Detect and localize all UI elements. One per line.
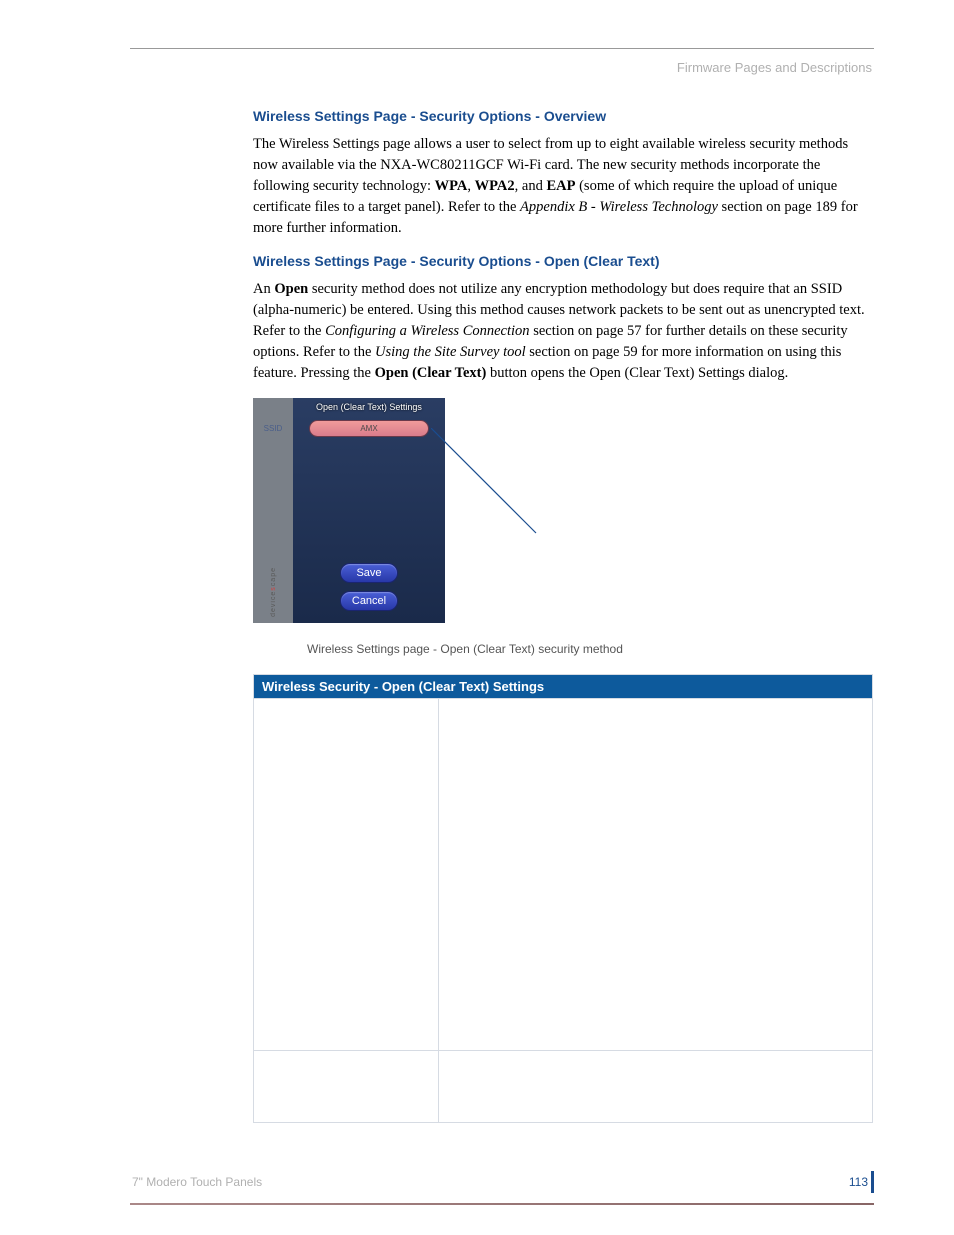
callout-line: [431, 428, 791, 578]
dialog-panel: SSID devicescape Open (Clear Text) Setti…: [253, 398, 445, 623]
paragraph-overview: The Wireless Settings page allows a user…: [253, 134, 873, 239]
heading-overview: Wireless Settings Page - Security Option…: [253, 108, 873, 124]
bottom-rule: [130, 1203, 874, 1205]
text-cfg-ref: Configuring a Wireless Connection: [325, 323, 529, 339]
brand-devicescape: devicescape: [270, 567, 277, 617]
main-content: Wireless Settings Page - Security Option…: [253, 108, 873, 1123]
running-header: Firmware Pages and Descriptions: [677, 60, 872, 75]
document-page: Firmware Pages and Descriptions Wireless…: [0, 0, 954, 1235]
cancel-button[interactable]: Cancel: [340, 591, 398, 611]
table-cell: [439, 699, 873, 1051]
footer-accent-bar: [871, 1171, 874, 1193]
save-button[interactable]: Save: [340, 563, 398, 583]
brand-part: cape: [270, 567, 277, 586]
text-appendix-ref: Appendix B - Wireless Technology: [520, 199, 718, 215]
table-row: [254, 699, 873, 1051]
table-row: [254, 1051, 873, 1123]
text-wpa2: WPA2: [475, 178, 515, 194]
settings-table: Wireless Security - Open (Clear Text) Se…: [253, 674, 873, 1123]
text: ,: [467, 178, 474, 194]
heading-open: Wireless Settings Page - Security Option…: [253, 253, 873, 269]
text-oct-bold: Open (Clear Text): [375, 365, 487, 381]
ssid-label: SSID: [264, 418, 283, 433]
table-cell: [254, 1051, 439, 1123]
dialog-sidebar: SSID devicescape: [253, 398, 293, 623]
brand-part: device: [270, 591, 277, 617]
figure-caption: Wireless Settings page - Open (Clear Tex…: [307, 642, 873, 656]
text: , and: [515, 178, 547, 194]
figure-dialog: SSID devicescape Open (Clear Text) Setti…: [253, 398, 873, 638]
ssid-input[interactable]: AMX: [309, 420, 429, 437]
text-wpa: WPA: [435, 178, 468, 194]
footer-left: 7" Modero Touch Panels: [132, 1175, 262, 1189]
brand-part: s: [270, 586, 277, 591]
text: button opens the Open (Clear Text) Setti…: [486, 365, 788, 381]
top-rule: [130, 48, 874, 49]
page-footer: 7" Modero Touch Panels 113: [130, 1173, 874, 1197]
page-number: 113: [849, 1175, 868, 1189]
table-header-row: Wireless Security - Open (Clear Text) Se…: [254, 675, 873, 699]
text-survey-ref: Using the Site Survey tool: [375, 344, 526, 360]
dialog-body: Open (Clear Text) Settings AMX Save Canc…: [293, 398, 445, 623]
paragraph-open: An Open security method does not utilize…: [253, 279, 873, 384]
text-eap: EAP: [546, 178, 575, 194]
table-cell: [254, 699, 439, 1051]
table-cell: [439, 1051, 873, 1123]
dialog-title: Open (Clear Text) Settings: [316, 398, 422, 418]
text: An: [253, 281, 274, 297]
text-open-bold: Open: [274, 281, 308, 297]
table-header: Wireless Security - Open (Clear Text) Se…: [254, 675, 873, 699]
